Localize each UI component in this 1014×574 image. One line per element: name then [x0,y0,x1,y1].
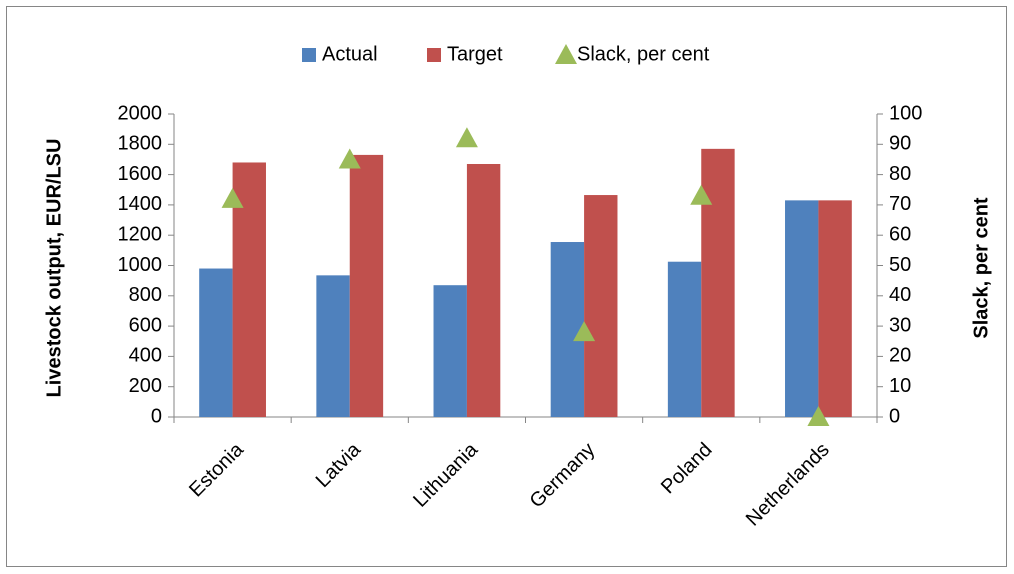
y-tick-label: 600 [129,314,162,336]
y-tick-label: 0 [151,405,162,427]
bar [433,285,467,417]
bar [701,148,735,417]
triangle-marker [221,187,244,208]
bar [584,195,618,417]
bar [199,268,233,417]
bar [785,200,819,417]
y2-tick-label: 40 [889,284,911,306]
bar [667,261,702,417]
y-tick-label: 1600 [118,163,163,185]
legend-swatch [302,48,316,62]
legend-label: Target [447,43,503,65]
y2-tick-label: 20 [889,345,911,367]
y-tick-label: 800 [129,284,162,306]
y-tick-label: 1800 [118,133,163,155]
triangle-marker [807,406,830,426]
y2-tick-label: 80 [889,163,911,185]
y2-tick-label: 90 [889,133,911,155]
y2-tick-label: 60 [889,223,911,245]
y-tick-label: 2000 [118,102,163,124]
triangle-marker [338,148,361,169]
y2-axis-title: Slack, per cent [970,197,992,339]
triangle-marker [455,127,478,148]
y-tick-label: 1000 [118,254,163,276]
y-tick-label: 400 [129,345,162,367]
y-tick-label: 1400 [118,193,163,215]
y2-tick-label: 50 [889,254,911,276]
legend-label: Slack, per cent [577,43,710,65]
y2-tick-label: 100 [889,102,922,124]
legend-label: Actual [322,43,378,65]
bar [466,163,501,417]
y2-tick-label: 10 [889,375,911,397]
y-axis-title: Livestock output, EUR/LSU [43,139,65,398]
bar [349,154,384,417]
bar [550,242,585,417]
legend-swatch [427,48,441,62]
y-tick-label: 200 [129,375,162,397]
bar [818,200,852,417]
y2-tick-label: 30 [889,314,911,336]
y-tick-label: 1200 [118,223,163,245]
triangle-marker [690,184,713,205]
legend-swatch [555,44,577,64]
bar [316,275,350,417]
y2-tick-label: 70 [889,193,911,215]
triangle-marker [573,321,596,342]
y2-tick-label: 0 [889,405,900,427]
